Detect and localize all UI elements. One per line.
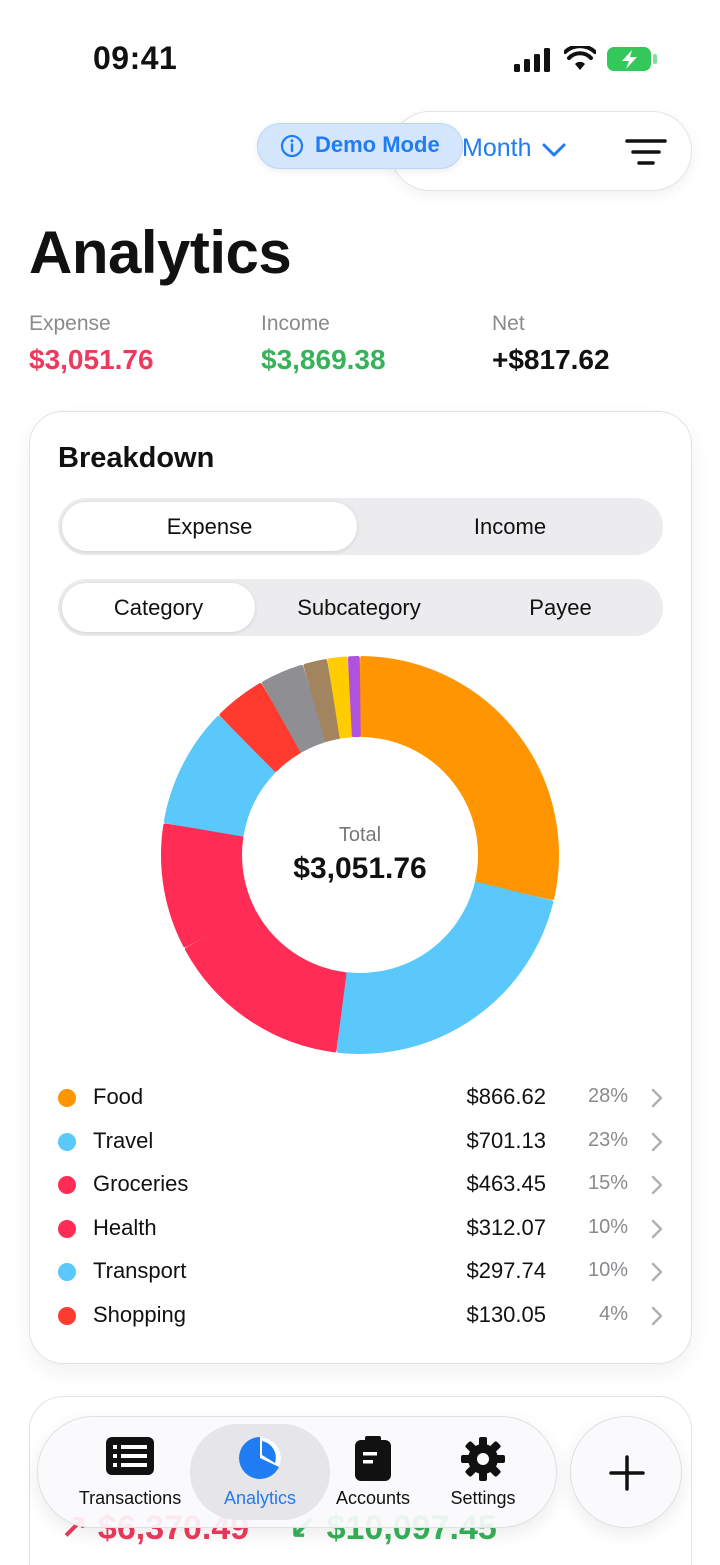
tab-accounts-label: Accounts (335, 1488, 411, 1508)
legend-row[interactable]: Food $866.62 28% (58, 1078, 668, 1118)
summary-expense-label: Expense (29, 312, 111, 335)
legend-amount: $130.05 (466, 1302, 546, 1327)
legend-percent: 28% (587, 1085, 628, 1107)
donut-slice-food[interactable] (359, 656, 559, 901)
signal-icon (514, 48, 550, 72)
chevron-right-icon (651, 1132, 663, 1151)
donut-slice-shopping[interactable] (219, 683, 302, 772)
summary-net-value: +$817.62 (492, 344, 610, 375)
page-title: Analytics (29, 219, 292, 286)
donut-slice-health[interactable] (161, 823, 256, 948)
donut-slice[interactable] (262, 664, 327, 753)
demo-mode-label: Demo Mode (315, 132, 440, 157)
info-icon (280, 134, 304, 158)
tab-transactions-label: Transactions (78, 1488, 182, 1508)
wallet-icon (355, 1436, 391, 1481)
summary-net: Net +$817.62 (492, 312, 610, 376)
legend-percent: 4% (599, 1303, 628, 1325)
legend-percent: 10% (587, 1215, 628, 1238)
legend-amount: $463.45 (466, 1171, 546, 1197)
tab-settings[interactable]: Settings (413, 1436, 553, 1516)
chevron-right-icon (651, 1306, 663, 1326)
summary-net-label: Net (492, 312, 525, 335)
legend-percent: 23% (587, 1128, 628, 1151)
expense-donut-chart[interactable] (160, 655, 560, 1055)
donut-slice-travel[interactable] (336, 881, 554, 1054)
legend-color-dot (58, 1219, 76, 1238)
legend-category-name: Food (93, 1084, 144, 1109)
tab-accounts[interactable]: Accounts (303, 1436, 443, 1516)
legend-color-dot (58, 1089, 76, 1107)
list-icon (106, 1437, 154, 1475)
plus-icon (609, 1455, 645, 1491)
summary-expense-value: $3,051.76 (29, 344, 154, 375)
breakdown-title: Breakdown (58, 442, 215, 474)
legend-category-name: Groceries (93, 1171, 189, 1197)
donut-total-label: Total (338, 824, 382, 846)
legend-row[interactable]: Transport $297.74 10% (58, 1252, 668, 1292)
tab-transactions[interactable]: Transactions (60, 1436, 200, 1516)
legend-category-name: Shopping (93, 1302, 186, 1327)
breakdown-card (29, 411, 692, 1364)
tab-analytics[interactable]: Analytics (190, 1436, 330, 1516)
summary-income-value: $3,869.38 (261, 344, 386, 375)
filter-icon[interactable] (625, 136, 667, 168)
chevron-down-icon[interactable] (541, 140, 567, 160)
legend-color-dot (58, 1132, 76, 1151)
chevron-right-icon (651, 1219, 663, 1239)
legend-amount: $866.62 (466, 1084, 546, 1109)
wifi-icon (564, 46, 596, 70)
battery-icon (607, 47, 657, 71)
status-time: 09:41 (93, 40, 178, 76)
tab-expense[interactable]: Expense (62, 502, 357, 551)
donut-total-value: $3,051.76 (293, 852, 427, 885)
legend-percent: 10% (587, 1259, 628, 1282)
legend-amount: $701.13 (466, 1127, 546, 1153)
status-icons (514, 44, 664, 74)
status-bar: 09:41 (0, 0, 720, 110)
tab-analytics-label: Analytics (223, 1488, 297, 1508)
legend-row[interactable]: Shopping $130.05 4% (58, 1296, 668, 1336)
donut-slice[interactable] (347, 656, 361, 738)
summary-expense: Expense $3,051.76 (29, 312, 154, 376)
chevron-right-icon (651, 1263, 663, 1282)
legend-amount: $312.07 (466, 1214, 546, 1240)
tab-payee[interactable]: Payee (529, 594, 592, 620)
add-transaction-button[interactable] (570, 1416, 682, 1528)
tab-settings-label: Settings (450, 1488, 516, 1508)
summary-income: Income $3,869.38 (261, 312, 386, 376)
summary-income-label: Income (261, 312, 330, 335)
period-selector[interactable]: Month (462, 134, 532, 162)
tab-income[interactable]: Income (473, 513, 547, 539)
donut-slice-groceries[interactable] (185, 910, 347, 1053)
gear-icon (461, 1437, 505, 1481)
tab-category[interactable]: Category (62, 583, 255, 632)
chevron-right-icon (651, 1088, 663, 1108)
legend-percent: 15% (587, 1172, 628, 1195)
chevron-right-icon (651, 1175, 663, 1195)
legend-category-name: Health (93, 1214, 157, 1240)
group-segmented-control: Category Subcategory Payee (58, 579, 663, 636)
legend-row[interactable]: Health $312.07 10% (58, 1209, 668, 1249)
legend-color-dot (58, 1263, 76, 1282)
legend-row[interactable]: Groceries $463.45 15% (58, 1165, 668, 1205)
tab-subcategory[interactable]: Subcategory (297, 594, 421, 620)
legend-color-dot (58, 1176, 76, 1195)
donut-slice[interactable] (327, 656, 354, 739)
demo-mode-badge[interactable] (257, 123, 463, 169)
legend-row[interactable]: Travel $701.13 23% (58, 1122, 668, 1162)
legend-amount: $297.74 (466, 1258, 546, 1284)
legend-category-name: Transport (93, 1258, 187, 1284)
legend-category-name: Travel (93, 1127, 154, 1153)
donut-slice[interactable] (303, 659, 341, 742)
donut-slice-transport[interactable] (163, 715, 276, 837)
pie-chart-icon (239, 1437, 282, 1479)
legend-color-dot (58, 1307, 76, 1325)
type-segmented-control: Expense Income (58, 498, 663, 555)
